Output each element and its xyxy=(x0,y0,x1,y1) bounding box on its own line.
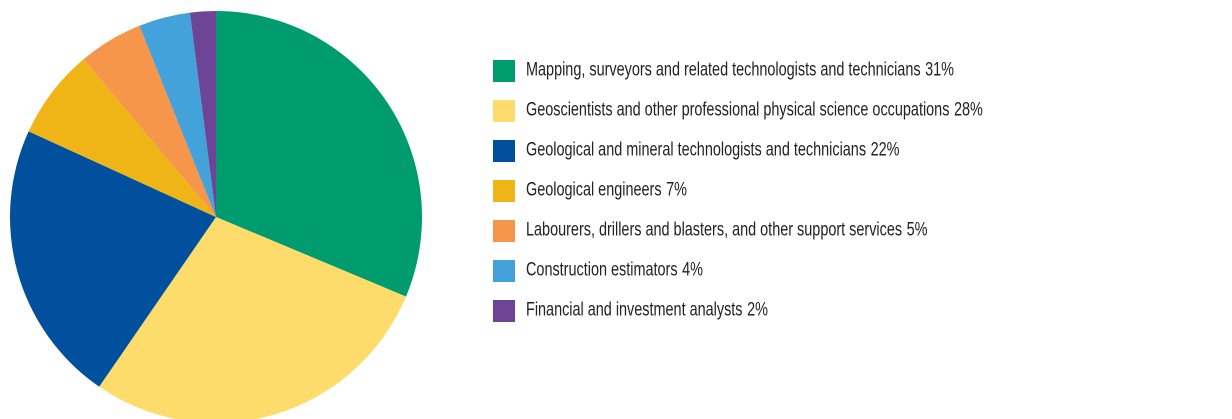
legend-value: 4% xyxy=(682,259,703,280)
legend-label: Geoscientists and other professional phy… xyxy=(526,99,983,120)
legend-swatch xyxy=(493,260,515,282)
pie xyxy=(9,11,422,419)
legend-label: Construction estimators 4% xyxy=(526,259,703,280)
pie-slice xyxy=(99,217,407,419)
legend-category: Geological and mineral technologists and… xyxy=(526,139,866,160)
legend-label: Financial and investment analysts 2% xyxy=(526,299,768,320)
pie-slice xyxy=(9,131,216,387)
legend-value: 5% xyxy=(907,219,928,240)
legend-value: 2% xyxy=(747,299,768,320)
legend-label: Labourers, drillers and blasters, and ot… xyxy=(526,219,928,240)
pie-slice xyxy=(189,11,216,217)
legend-swatch xyxy=(493,180,515,202)
legend-category: Labourers, drillers and blasters, and ot… xyxy=(526,219,902,240)
legend-category: Mapping, surveyors and related technolog… xyxy=(526,59,921,80)
legend-category: Construction estimators xyxy=(526,259,678,280)
pie-slice xyxy=(139,12,216,218)
legend-swatch xyxy=(493,140,515,162)
legend-swatch xyxy=(493,60,515,82)
legend-label: Geological and mineral technologists and… xyxy=(526,139,899,160)
legend-value: 22% xyxy=(871,139,900,160)
legend-category: Geological engineers xyxy=(526,179,662,200)
legend-category: Financial and investment analysts xyxy=(526,299,743,320)
legend-value: 31% xyxy=(925,59,954,80)
legend-label: Geological engineers 7% xyxy=(526,179,687,200)
legend-swatch xyxy=(493,100,515,122)
legend-label: Mapping, surveyors and related technolog… xyxy=(526,59,954,80)
legend-value: 7% xyxy=(666,179,687,200)
legend-category: Geoscientists and other professional phy… xyxy=(526,99,949,120)
pie-slice xyxy=(28,59,216,218)
legend: Mapping, surveyors and related technolog… xyxy=(493,59,983,322)
legend-swatch xyxy=(493,220,515,242)
legend-value: 28% xyxy=(954,99,983,120)
pie-slice xyxy=(83,25,216,217)
legend-swatch xyxy=(493,300,515,322)
pie-slice xyxy=(216,11,422,297)
